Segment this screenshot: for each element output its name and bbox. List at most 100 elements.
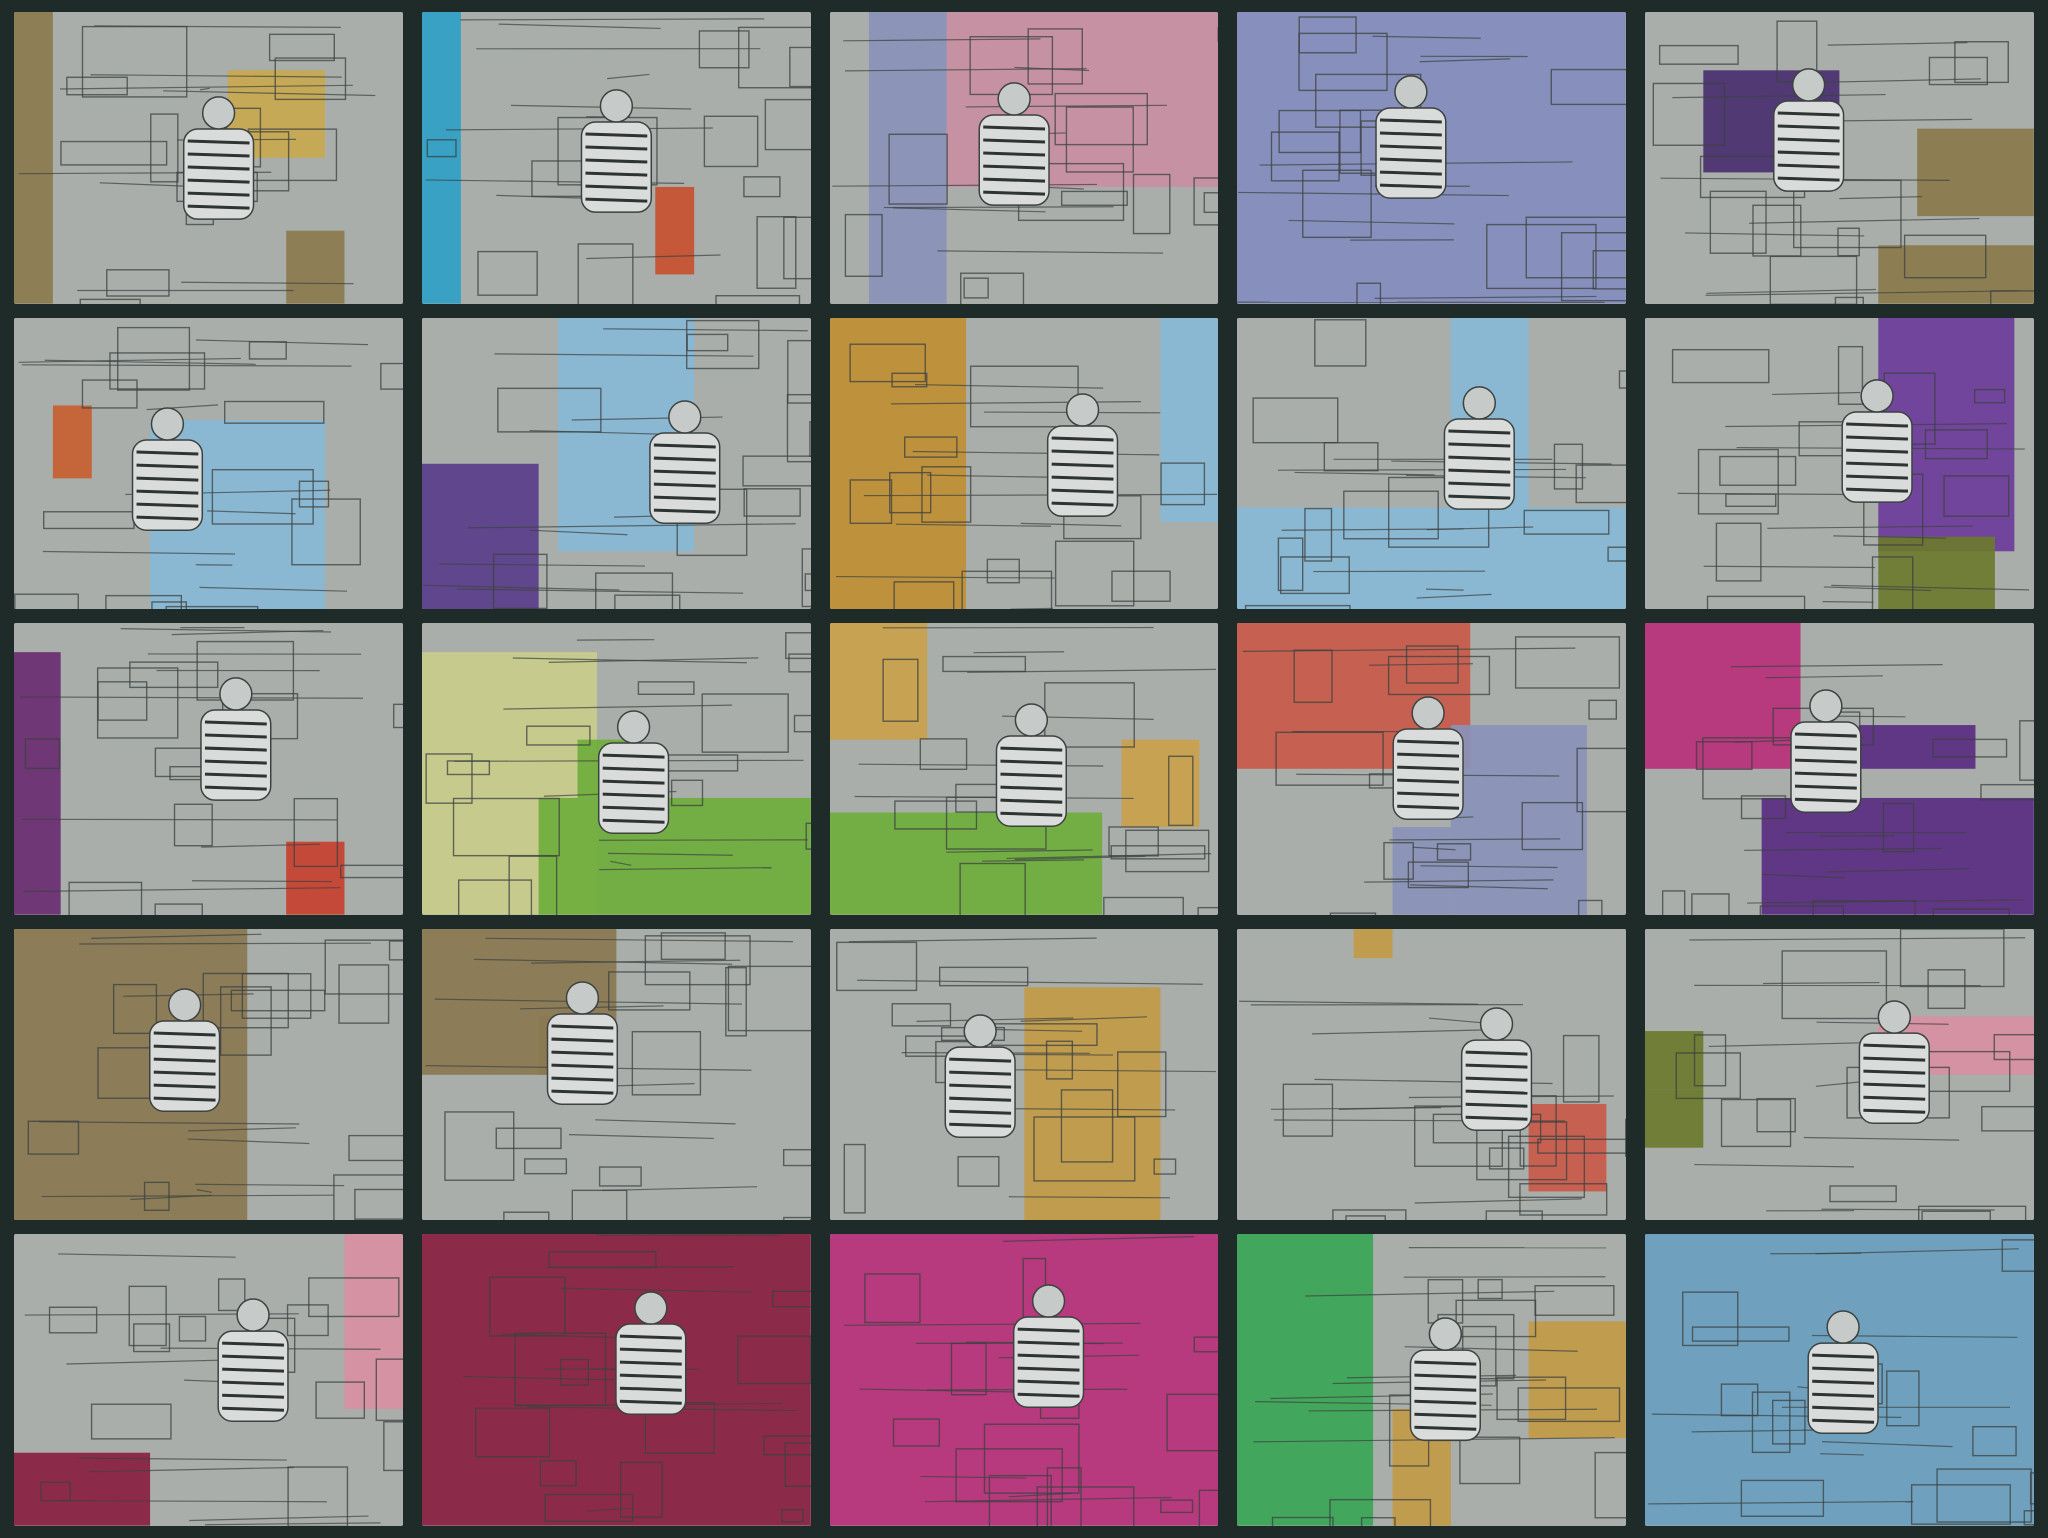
sketch-line bbox=[530, 959, 741, 964]
sketch-line bbox=[912, 450, 1160, 456]
sketch-stroke bbox=[938, 966, 1028, 987]
mosaic-tile bbox=[1237, 317, 1627, 610]
sketch-stroke bbox=[986, 558, 1020, 584]
sketch-stroke bbox=[963, 277, 989, 299]
sketch-stroke bbox=[1102, 896, 1184, 915]
sketch-line bbox=[892, 207, 1046, 213]
sketch-stroke bbox=[1496, 1376, 1567, 1421]
sketch-stroke bbox=[959, 272, 1024, 304]
sketch-line bbox=[59, 1500, 327, 1503]
sketch-line bbox=[1389, 838, 1561, 841]
tile-sketch bbox=[1645, 928, 2034, 1221]
sketch-stroke bbox=[354, 1188, 403, 1220]
figure-striped-shirt bbox=[995, 703, 1067, 828]
sketch-stroke bbox=[724, 966, 747, 1037]
mosaic-tile bbox=[14, 12, 403, 304]
tile-sketch bbox=[421, 12, 811, 304]
segment-region bbox=[1878, 245, 2034, 304]
tile-sketch bbox=[14, 928, 403, 1221]
sketch-line bbox=[965, 104, 1167, 108]
sketch-line bbox=[44, 359, 256, 365]
sketch-stroke bbox=[1954, 41, 2010, 84]
mosaic-tile bbox=[829, 1234, 1219, 1526]
mosaic-tile bbox=[421, 623, 811, 915]
sketch-stroke bbox=[1682, 1291, 1739, 1347]
sketch-stroke bbox=[60, 140, 168, 166]
sketch-stroke bbox=[782, 1216, 811, 1221]
sketch-stroke bbox=[1388, 476, 1490, 548]
sketch-stroke bbox=[508, 855, 558, 915]
segment-region bbox=[1645, 1030, 1704, 1090]
sketch-stroke bbox=[502, 1211, 550, 1221]
sketch-line bbox=[601, 1185, 757, 1191]
sketch-stroke bbox=[426, 139, 457, 158]
sketch-stroke bbox=[1485, 1210, 1544, 1221]
sketch-line bbox=[91, 933, 262, 939]
sketch-line bbox=[1416, 593, 1493, 599]
sketch-stroke bbox=[1936, 1468, 2033, 1524]
sketch-line bbox=[914, 383, 1103, 389]
segment-region bbox=[1645, 623, 1801, 769]
sketch-stroke bbox=[388, 940, 403, 961]
sketch-stroke bbox=[703, 115, 759, 168]
sketch-stroke bbox=[219, 985, 272, 1056]
segment-region bbox=[1878, 536, 1996, 610]
sketch-stroke bbox=[1900, 928, 2005, 987]
sketch-stroke bbox=[1707, 595, 1806, 610]
sketch-stroke bbox=[1343, 490, 1440, 540]
sketch-line bbox=[1413, 846, 1456, 851]
sketch-line bbox=[201, 843, 320, 848]
sketch-line bbox=[1839, 196, 1922, 200]
sketch-stroke bbox=[217, 1278, 246, 1312]
sketch-line bbox=[90, 74, 342, 78]
sketch-line bbox=[835, 575, 1055, 579]
sketch-stroke bbox=[1972, 1426, 2017, 1457]
mosaic-tile bbox=[829, 928, 1219, 1221]
sketch-stroke bbox=[1508, 1135, 1586, 1198]
segment-region bbox=[1121, 739, 1199, 828]
sketch-stroke bbox=[737, 26, 811, 89]
sketch-stroke bbox=[919, 738, 967, 771]
tile-sketch bbox=[1645, 1234, 2034, 1526]
figure-striped-shirt bbox=[614, 1291, 687, 1416]
sketch-stroke bbox=[308, 1277, 400, 1318]
sketch-stroke bbox=[848, 343, 926, 382]
sketch-line bbox=[195, 1183, 345, 1187]
sketch-stroke bbox=[150, 113, 179, 183]
tile-sketch bbox=[829, 1234, 1219, 1526]
sketch-line bbox=[856, 979, 1203, 985]
sketch-stroke bbox=[1060, 1088, 1113, 1163]
sketch-stroke bbox=[1203, 192, 1219, 214]
sketch-stroke bbox=[1561, 232, 1627, 302]
sketch-line bbox=[1763, 981, 1880, 984]
figure-striped-shirt bbox=[1375, 75, 1447, 199]
sketch-line bbox=[181, 281, 354, 285]
mosaic-tile bbox=[1237, 1234, 1627, 1526]
sketch-line bbox=[1426, 588, 1465, 591]
sketch-line bbox=[560, 1288, 752, 1294]
figure-striped-shirt bbox=[1773, 68, 1845, 192]
sketch-stroke bbox=[954, 1448, 1063, 1503]
sketch-stroke bbox=[474, 1407, 551, 1458]
sketch-stroke bbox=[1927, 968, 1966, 1009]
mosaic-tile bbox=[421, 317, 811, 610]
figure-striped-shirt bbox=[1841, 378, 1913, 503]
sketch-line bbox=[1295, 471, 1436, 476]
segment-region bbox=[868, 12, 947, 304]
sketch-line bbox=[548, 657, 759, 664]
mosaic-tile bbox=[421, 928, 811, 1221]
sketch-stroke bbox=[892, 1418, 940, 1448]
sketch-stroke bbox=[425, 753, 473, 805]
sketch-stroke bbox=[1252, 396, 1339, 443]
sketch-stroke bbox=[742, 455, 811, 487]
sketch-stroke bbox=[1576, 747, 1627, 813]
sketch-line bbox=[1833, 534, 1947, 539]
mosaic-tile bbox=[1645, 317, 2034, 610]
mosaic-tile bbox=[1237, 623, 1627, 915]
sketch-stroke bbox=[1554, 443, 1584, 490]
segment-region bbox=[829, 317, 966, 610]
sketch-line bbox=[1823, 585, 1932, 591]
sketch-line bbox=[1765, 675, 1884, 679]
sketch-line bbox=[199, 586, 348, 592]
sketch-line bbox=[18, 357, 241, 363]
